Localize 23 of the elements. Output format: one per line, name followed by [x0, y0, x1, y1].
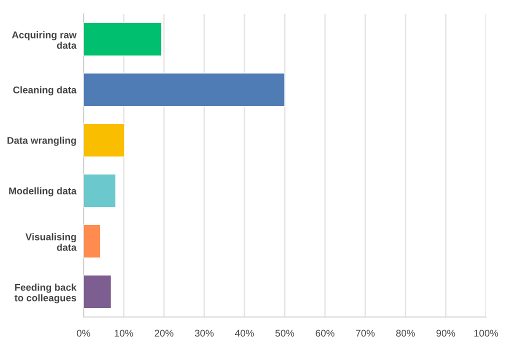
- bar: [84, 22, 162, 56]
- bar: [84, 274, 112, 309]
- y-tick-label: Feeding back to colleagues: [14, 284, 77, 304]
- bar: [84, 72, 286, 107]
- bar: [84, 224, 101, 258]
- x-tick-label: 50%: [275, 330, 294, 337]
- y-tick-label: Data wrangling: [8, 136, 76, 146]
- x-tick-label: 30%: [194, 330, 214, 337]
- bar: [84, 174, 116, 208]
- x-tick-label: 70%: [356, 330, 375, 337]
- x-tick-label: 100%: [474, 330, 498, 337]
- x-tick-label: 80%: [396, 330, 415, 337]
- x-tick-label: 20%: [154, 330, 174, 337]
- bar: [84, 123, 125, 158]
- x-tick-label: 0%: [76, 330, 90, 337]
- x-tick-label: 40%: [234, 330, 254, 337]
- x-tick-label: 60%: [316, 330, 334, 337]
- x-tick-label: 90%: [436, 330, 456, 337]
- y-tick-label: Modelling data: [9, 187, 77, 196]
- y-tick-label: Cleaning data: [13, 86, 77, 96]
- y-tick-label: Visualising data: [25, 233, 77, 251]
- x-tick-label: 10%: [114, 330, 134, 337]
- y-tick-label: Acquiring raw data: [12, 31, 77, 49]
